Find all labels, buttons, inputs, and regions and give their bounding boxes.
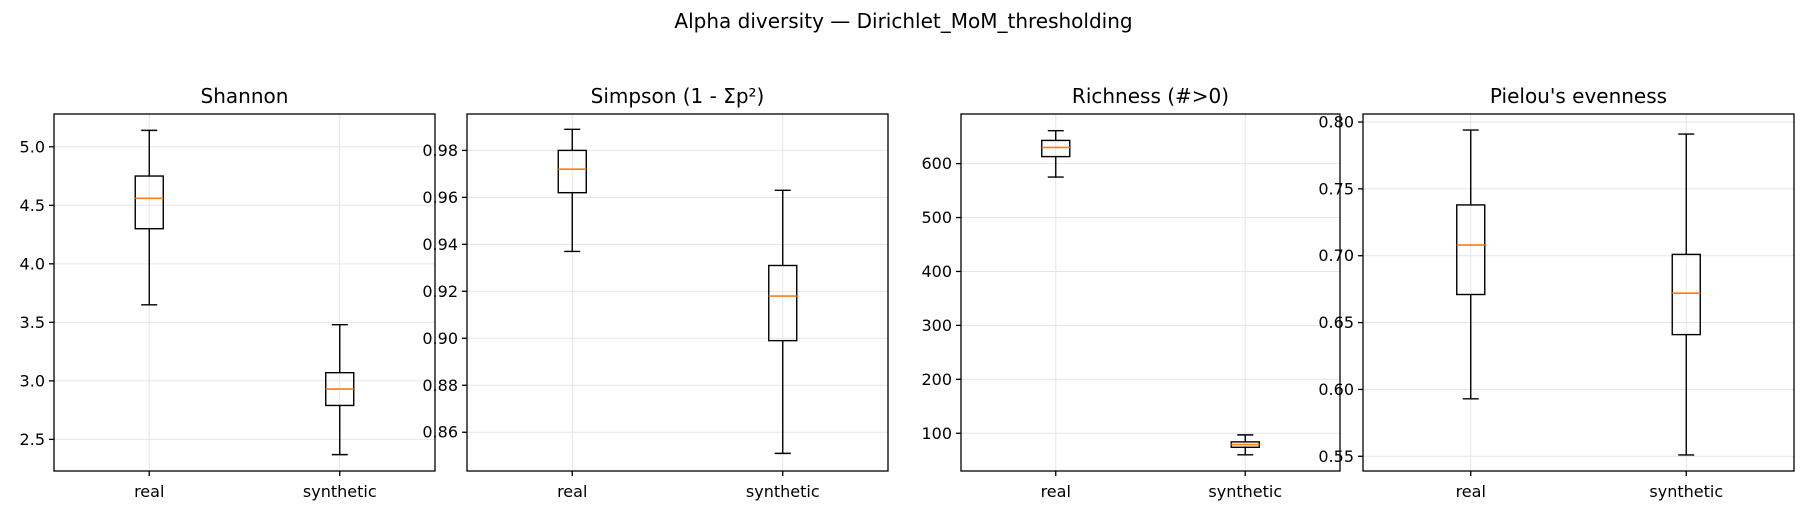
iqr-box <box>768 264 798 342</box>
panel-title: Pielou's evenness <box>1490 84 1667 108</box>
y-tick-label: 0.55 <box>1318 447 1354 466</box>
box-synthetic <box>768 189 798 455</box>
y-tick-label: 0.75 <box>1318 179 1354 198</box>
x-tick-label: synthetic <box>1649 482 1723 501</box>
x-tick-label: real <box>557 482 587 501</box>
x-tick-label: synthetic <box>746 482 820 501</box>
y-tick-label: 500 <box>921 208 952 227</box>
y-tick-label: 0.92 <box>422 282 458 301</box>
iqr-box <box>1041 139 1071 158</box>
y-tick-label: 0.80 <box>1318 113 1354 132</box>
y-tick-label: 0.65 <box>1318 313 1354 332</box>
panel-title: Simpson (1 - Σp²) <box>591 84 765 108</box>
box-real <box>557 128 587 253</box>
y-tick-label: 3.0 <box>20 371 45 390</box>
y-tick-label: 5.0 <box>20 137 45 156</box>
panel-title: Shannon <box>201 84 289 108</box>
y-tick-label: 2.5 <box>20 430 45 449</box>
x-tick-label: real <box>1456 482 1486 501</box>
y-tick-label: 0.96 <box>422 188 458 207</box>
panel-3: 100 200 300 400 500 600 real synthetic Richness … <box>921 84 1341 501</box>
panel-2: 0.86 0.88 0.90 0.92 0.94 0.96 0.98 real syntheti… <box>422 84 889 501</box>
x-tick-label: synthetic <box>303 482 377 501</box>
y-tick-label: 400 <box>921 262 952 281</box>
iqr-box <box>557 149 587 194</box>
iqr-box <box>1456 204 1486 296</box>
y-tick-label: 200 <box>921 370 952 389</box>
box-synthetic <box>325 323 355 456</box>
axes-frame <box>53 113 436 472</box>
panel-title: Richness (#>0) <box>1072 84 1229 108</box>
figure-title: Alpha diversity — Dirichlet_MoM_threshol… <box>674 9 1132 33</box>
y-tick-label: 300 <box>921 316 952 335</box>
y-tick-label: 0.60 <box>1318 380 1354 399</box>
box-real <box>134 129 164 306</box>
box-real <box>1456 129 1486 400</box>
y-tick-label: 4.5 <box>20 196 45 215</box>
axes-frame <box>466 113 889 472</box>
y-tick-label: 0.88 <box>422 376 458 395</box>
y-tick-label: 0.98 <box>422 141 458 160</box>
box-real <box>1041 130 1071 178</box>
box-synthetic <box>1671 133 1701 456</box>
iqr-box <box>134 175 164 230</box>
y-tick-label: 0.90 <box>422 329 458 348</box>
y-tick-label: 3.5 <box>20 313 45 332</box>
y-tick-label: 600 <box>921 154 952 173</box>
axes-frame <box>960 113 1341 472</box>
axes-frame <box>1362 113 1795 472</box>
y-tick-label: 0.86 <box>422 423 458 442</box>
iqr-box <box>1671 253 1701 336</box>
x-tick-label: real <box>1041 482 1071 501</box>
panel-4: 0.55 0.60 0.65 0.70 0.75 0.80 real synthetic Pie… <box>1318 84 1795 501</box>
y-tick-label: 4.0 <box>20 254 45 273</box>
y-tick-label: 0.94 <box>422 235 458 254</box>
y-tick-label: 0.70 <box>1318 246 1354 265</box>
panels: 2.5 3.0 3.5 4.0 4.5 5.0 real synthetic Shannon 0.… <box>20 84 1795 501</box>
panel-1: 2.5 3.0 3.5 4.0 4.5 5.0 real synthetic Shannon <box>20 84 436 501</box>
y-tick-label: 100 <box>921 424 952 443</box>
box-synthetic <box>1230 434 1260 456</box>
x-tick-label: synthetic <box>1208 482 1282 501</box>
x-tick-label: real <box>134 482 164 501</box>
